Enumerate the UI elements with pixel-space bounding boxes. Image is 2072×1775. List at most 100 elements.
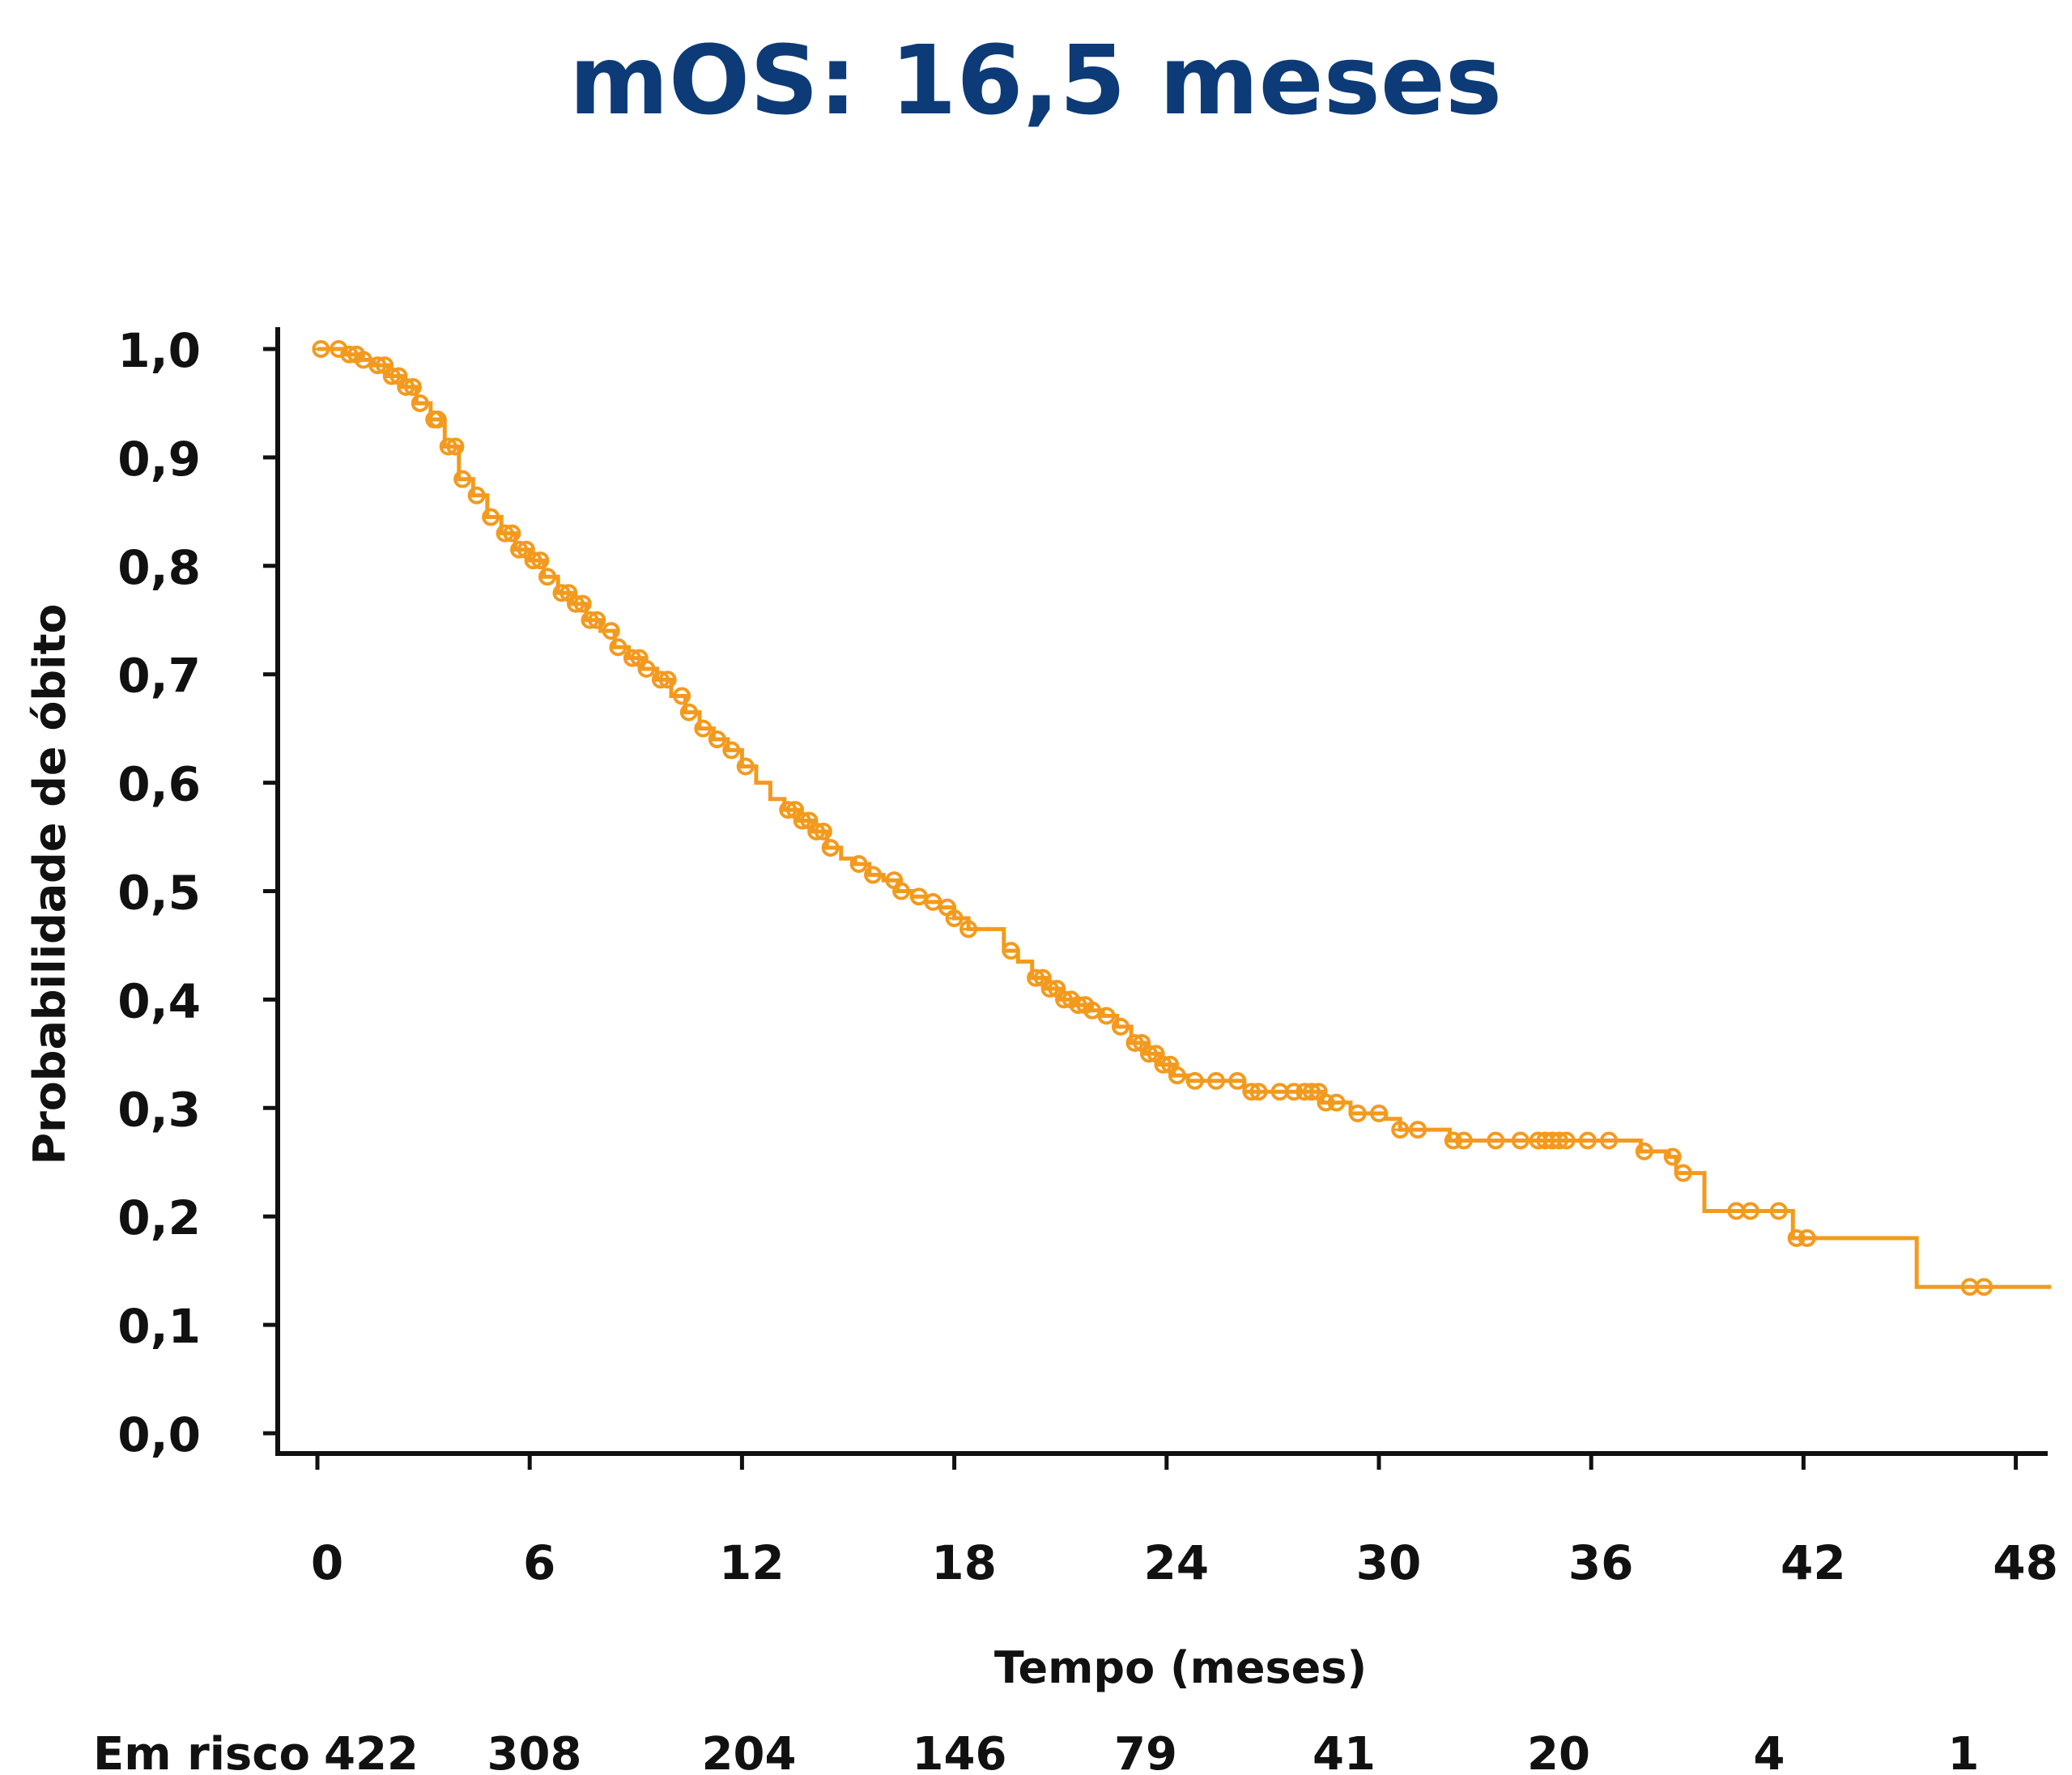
- censor-mark: [673, 687, 691, 705]
- censor-mark: [1409, 1121, 1427, 1139]
- y-ticks: 0,0 0,1 0,2 0,3 0,4 0,5 0,6 0,7 0,8 0,9 1,0: [117, 323, 278, 1462]
- censor-mark: [864, 866, 883, 884]
- censor-mark: [1487, 1131, 1505, 1150]
- censor-mark: [588, 611, 606, 629]
- censor-mark: [428, 411, 447, 429]
- x-axis-label: Tempo (meses): [994, 1642, 1367, 1693]
- risk-table-value: 204: [702, 1728, 797, 1775]
- x-tick-label: 6: [523, 1535, 555, 1590]
- risk-table-value: 422: [324, 1728, 419, 1775]
- censor-mark: [658, 670, 677, 689]
- censor-mark: [1206, 1071, 1225, 1090]
- chart-title: mOS: 16,5 meses: [569, 24, 1502, 136]
- censor-mark: [1798, 1228, 1816, 1247]
- censor-mark: [722, 741, 741, 760]
- censor-mark: [694, 719, 713, 738]
- risk-table-value: 1: [1948, 1728, 1980, 1775]
- censor-mark: [1391, 1121, 1410, 1139]
- risk-table-value: 4: [1754, 1728, 1785, 1775]
- y-tick-label: 0,7: [117, 649, 201, 704]
- survival-curve: [317, 347, 2052, 1289]
- x-tick-label: 12: [719, 1535, 785, 1590]
- risk-table-value: 20: [1527, 1728, 1590, 1775]
- y-tick-label: 0,0: [117, 1407, 201, 1462]
- x-tick-label: 36: [1568, 1535, 1634, 1590]
- censor-mark: [538, 568, 557, 586]
- censor-mark: [453, 470, 472, 488]
- risk-table-value: 308: [487, 1728, 582, 1775]
- y-axis-label: Probabilidade de óbito: [24, 603, 75, 1164]
- censor-mark: [602, 622, 620, 641]
- x-tick-label: 18: [931, 1535, 997, 1590]
- censor-mark: [814, 822, 832, 841]
- censor-mark: [609, 638, 628, 657]
- censor-mark: [573, 594, 592, 613]
- risk-table-value: 79: [1114, 1728, 1177, 1775]
- censor-mark: [1960, 1278, 1979, 1296]
- censor-mark: [892, 882, 911, 900]
- censor-mark: [1674, 1164, 1692, 1182]
- censor-mark: [679, 703, 698, 721]
- y-tick-label: 0,5: [117, 866, 201, 921]
- risk-table-values: 422 308 204 146 79 41 20 4 1: [324, 1728, 1979, 1775]
- censor-mark: [1348, 1104, 1367, 1122]
- risk-table-label: Em risco: [93, 1728, 310, 1775]
- y-tick-label: 0,6: [117, 757, 201, 812]
- censor-mark: [1249, 1083, 1268, 1101]
- censor-mark: [1002, 942, 1020, 960]
- censor-mark: [1727, 1202, 1746, 1220]
- y-tick-label: 0,8: [117, 540, 201, 595]
- censor-mark: [1663, 1147, 1682, 1166]
- x-ticks: 0 6 12 18 24 30 36 42 48: [311, 1454, 2058, 1590]
- y-tick-label: 0,4: [117, 973, 201, 1028]
- censor-mark: [446, 437, 465, 456]
- censor-mark: [1975, 1278, 1993, 1296]
- censor-mark: [1168, 1066, 1186, 1085]
- censor-mark: [503, 524, 521, 543]
- censor-mark: [403, 377, 422, 396]
- censor-mark: [1769, 1202, 1788, 1220]
- censor-mark: [312, 340, 330, 358]
- censor-mark: [1557, 1131, 1576, 1150]
- censor-mark: [736, 757, 755, 776]
- censor-mark: [411, 394, 429, 412]
- censor-mark: [959, 920, 978, 939]
- y-tick-label: 0,1: [117, 1299, 201, 1354]
- censor-mark: [1511, 1131, 1530, 1150]
- x-tick-label: 24: [1143, 1535, 1209, 1590]
- censor-mark: [1185, 1071, 1204, 1090]
- risk-table-value: 41: [1313, 1728, 1376, 1775]
- censor-mark: [467, 486, 486, 504]
- censor-mark: [531, 551, 550, 570]
- censor-mark: [1741, 1202, 1759, 1220]
- y-tick-label: 0,3: [117, 1082, 201, 1137]
- x-tick-label: 42: [1781, 1535, 1846, 1590]
- censor-mark: [1327, 1093, 1346, 1112]
- censor-mark: [1097, 1007, 1116, 1025]
- censor-mark: [1635, 1142, 1653, 1160]
- risk-table-value: 146: [913, 1728, 1007, 1775]
- censor-mark: [945, 909, 964, 927]
- censor-marks: [312, 340, 1993, 1296]
- censor-mark: [849, 855, 868, 874]
- x-tick-label: 30: [1356, 1535, 1422, 1590]
- censor-mark: [637, 660, 656, 679]
- censor-mark: [1370, 1104, 1388, 1122]
- censor-mark: [909, 888, 928, 906]
- censor-mark: [924, 892, 942, 911]
- censor-mark: [1228, 1071, 1247, 1090]
- censor-mark: [1270, 1083, 1289, 1101]
- censor-mark: [1454, 1131, 1473, 1150]
- censor-mark: [1111, 1017, 1130, 1036]
- censor-mark: [482, 508, 500, 526]
- y-tick-label: 0,2: [117, 1190, 201, 1245]
- censor-mark: [1578, 1131, 1597, 1150]
- y-tick-label: 1,0: [117, 323, 201, 378]
- x-tick-label: 48: [1993, 1535, 2058, 1590]
- axes: [275, 327, 2048, 1456]
- censor-mark: [1600, 1131, 1619, 1150]
- censor-mark: [821, 838, 840, 857]
- censor-mark: [708, 730, 726, 749]
- x-tick-label: 0: [311, 1535, 343, 1590]
